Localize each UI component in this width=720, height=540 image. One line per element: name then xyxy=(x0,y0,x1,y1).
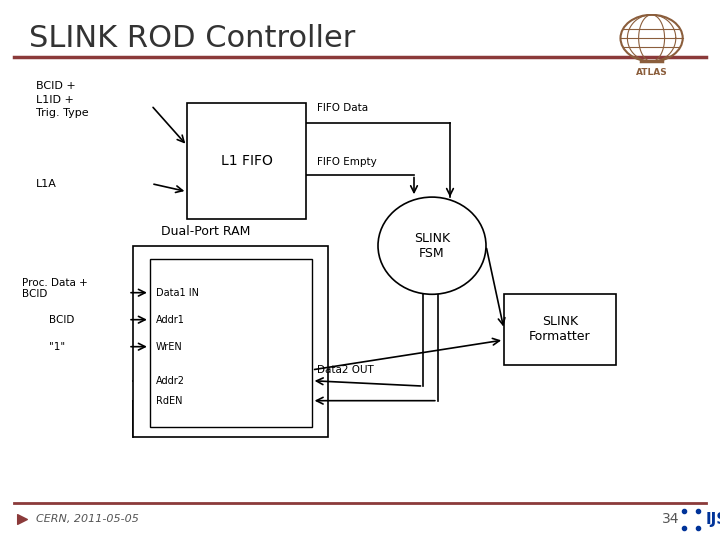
Text: L1 FIFO: L1 FIFO xyxy=(220,154,273,167)
FancyBboxPatch shape xyxy=(187,103,306,219)
Text: Trig. Type: Trig. Type xyxy=(36,109,89,118)
Text: 34: 34 xyxy=(662,512,680,526)
Text: Dual-Port RAM: Dual-Port RAM xyxy=(161,225,250,238)
Text: ATLAS: ATLAS xyxy=(636,68,667,77)
Ellipse shape xyxy=(378,197,486,294)
Text: L1A: L1A xyxy=(36,179,57,188)
Text: Data2 OUT: Data2 OUT xyxy=(317,365,374,375)
Text: FIFO Empty: FIFO Empty xyxy=(317,157,377,167)
Text: IJS: IJS xyxy=(706,512,720,527)
Text: Addr2: Addr2 xyxy=(156,376,184,386)
Text: FIFO Data: FIFO Data xyxy=(317,103,368,113)
Text: RdEN: RdEN xyxy=(156,396,182,406)
Text: SLINK ROD Controller: SLINK ROD Controller xyxy=(29,24,355,53)
Text: CERN, 2011-05-05: CERN, 2011-05-05 xyxy=(36,515,139,524)
Text: Addr1: Addr1 xyxy=(156,315,184,325)
Text: BCID: BCID xyxy=(49,315,74,325)
FancyBboxPatch shape xyxy=(504,294,616,364)
Text: WrEN: WrEN xyxy=(156,342,182,352)
Text: BCID: BCID xyxy=(22,289,47,299)
Text: SLINK
Formatter: SLINK Formatter xyxy=(529,315,590,343)
Text: BCID +: BCID + xyxy=(36,82,76,91)
FancyBboxPatch shape xyxy=(150,259,312,427)
Text: L1ID +: L1ID + xyxy=(36,95,74,105)
Text: Proc. Data +: Proc. Data + xyxy=(22,279,87,288)
Text: SLINK
FSM: SLINK FSM xyxy=(414,232,450,260)
Text: "1": "1" xyxy=(49,342,65,352)
FancyBboxPatch shape xyxy=(133,246,328,437)
Text: Data1 IN: Data1 IN xyxy=(156,288,199,298)
